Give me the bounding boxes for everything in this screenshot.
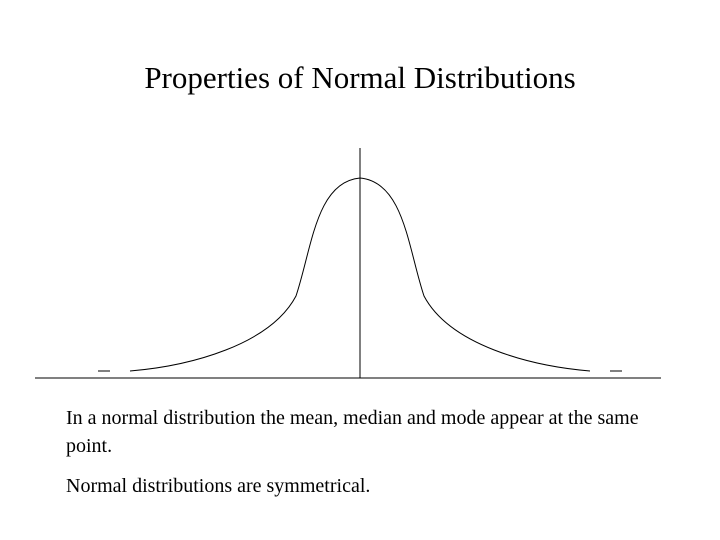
- paragraph-symmetry: Normal distributions are symmetrical.: [66, 475, 371, 497]
- body-text: In a normal distribution the mean, media…: [66, 404, 686, 512]
- paragraph-mean-median-mode: In a normal distribution the mean, media…: [66, 407, 639, 457]
- slide-title: Properties of Normal Distributions: [144, 60, 576, 95]
- bell-curve: [129, 177, 591, 372]
